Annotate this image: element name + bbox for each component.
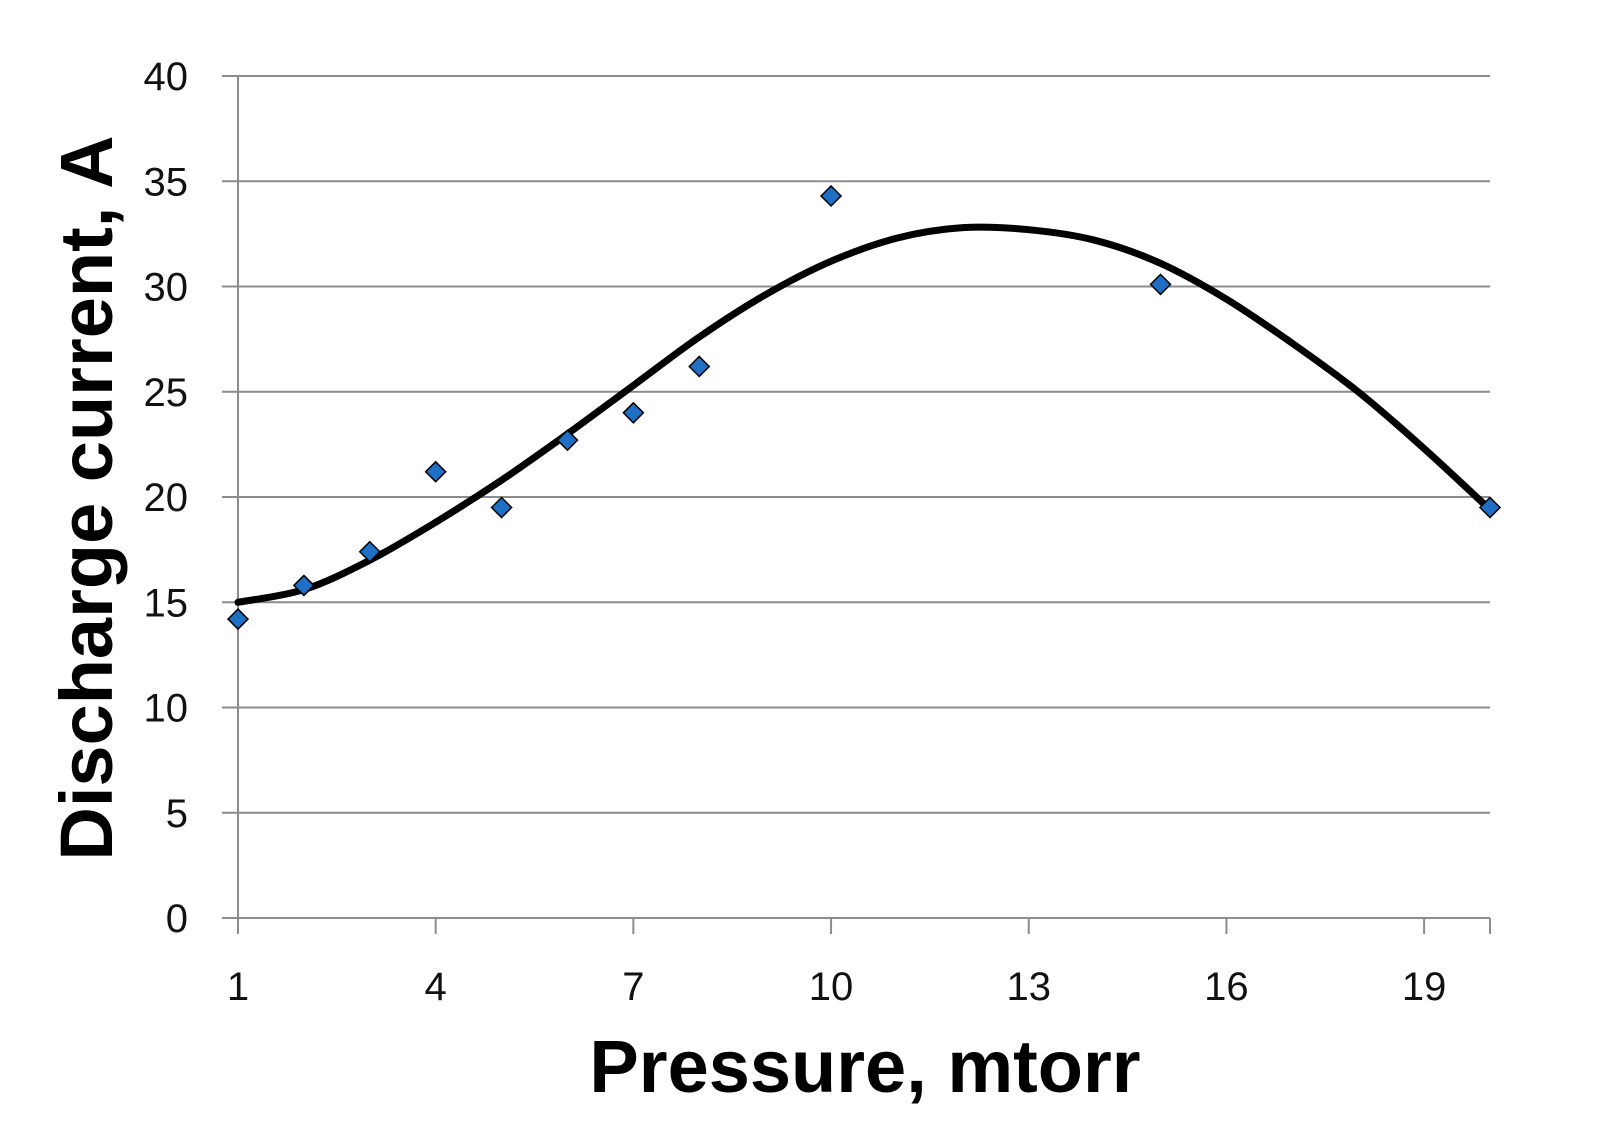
data-point xyxy=(226,608,250,631)
y-axis-title: Discharge current, A xyxy=(45,135,128,860)
y-tick-label: 5 xyxy=(166,792,188,836)
data-point xyxy=(688,355,711,378)
gridlines xyxy=(222,75,1490,919)
y-tick-label: 40 xyxy=(144,55,189,99)
data-point xyxy=(1149,273,1172,296)
data-point xyxy=(556,429,579,452)
y-tick-label: 20 xyxy=(144,476,189,520)
x-tick-label: 1 xyxy=(227,965,249,1009)
trendline xyxy=(234,223,1494,606)
y-tick-labels: 0 5 10 15 20 25 30 35 40 xyxy=(144,55,189,941)
trendline-layer xyxy=(234,223,1494,606)
x-tick-label: 19 xyxy=(1402,965,1447,1009)
y-tick-label: 10 xyxy=(144,687,189,731)
x-tick-labels: 1 4 7 10 13 16 19 xyxy=(227,965,1446,1009)
x-tick-label: 16 xyxy=(1204,965,1249,1009)
data-point xyxy=(819,184,843,208)
y-tick-label: 35 xyxy=(144,160,189,204)
data-point xyxy=(1478,496,1502,519)
data-point xyxy=(424,460,447,483)
x-tick-label: 4 xyxy=(425,965,447,1009)
data-point xyxy=(622,401,645,424)
x-tick-label: 10 xyxy=(809,965,854,1009)
data-point xyxy=(292,574,315,597)
y-tick-label: 25 xyxy=(144,371,189,415)
axes xyxy=(237,76,1491,934)
data-point xyxy=(490,496,513,519)
y-tick-label: 15 xyxy=(144,581,189,625)
data-points xyxy=(226,184,1502,631)
y-tick-label: 0 xyxy=(166,897,188,941)
x-tick-label: 13 xyxy=(1006,965,1051,1009)
data-point xyxy=(358,540,381,563)
y-tick-label: 30 xyxy=(144,266,189,310)
x-tick-label: 7 xyxy=(622,965,644,1009)
x-axis-title: Pressure, mtorr xyxy=(589,1025,1140,1108)
